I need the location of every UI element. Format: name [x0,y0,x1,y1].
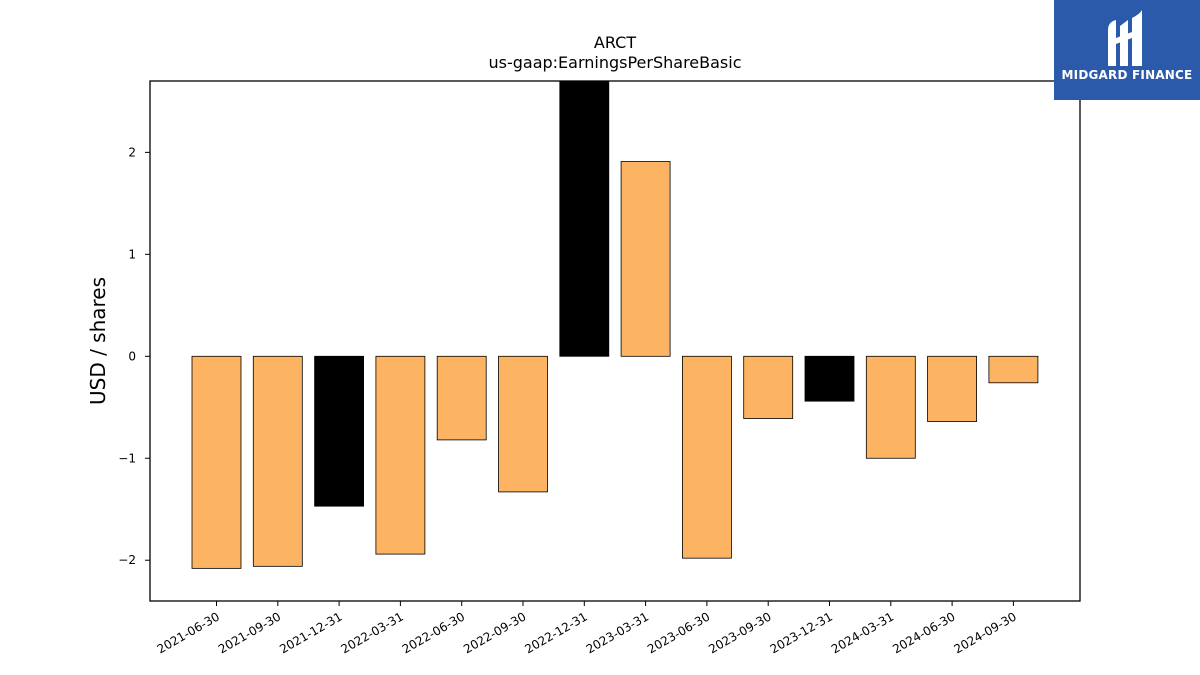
x-ticks-group: 2021-06-302021-09-302021-12-312022-03-31… [155,601,1019,656]
x-tick-label: 2022-06-30 [400,609,467,656]
x-tick-label: 2024-03-31 [829,609,896,656]
bar-2023-12-31 [804,355,855,402]
y-tick-label: 2 [128,145,136,159]
midgard-logo-icon [1108,10,1142,66]
bar-2021-09-30 [252,355,303,567]
bar-2022-12-31 [559,80,610,357]
x-tick-label: 2023-12-31 [768,609,835,656]
bar-2022-06-30 [436,355,487,441]
bar-2022-09-30 [498,355,548,493]
y-ticks-group: −2 −1 0 1 2 [118,145,150,567]
bar-2022-03-31 [375,355,426,555]
bar-2021-06-30 [191,355,242,569]
bar-2023-03-31 [620,161,671,357]
y-tick-label: 0 [128,349,136,363]
x-tick-label: 2022-03-31 [338,609,405,656]
x-tick-label: 2021-12-31 [277,609,344,656]
bars-group [191,80,1039,569]
y-tick-label: −2 [118,553,136,567]
plot-frame [149,80,1081,602]
chart-title: ARCT [594,33,636,52]
y-tick-label: −1 [118,451,136,465]
x-tick-label: 2022-12-31 [522,609,589,656]
x-tick-label: 2021-09-30 [216,609,283,656]
chart-subtitle: us-gaap:EarningsPerShareBasic [488,53,741,72]
y-tick-label: 1 [128,247,136,261]
bar-2024-06-30 [927,355,977,422]
brand-logo: MIDGARD FINANCE [1054,0,1200,100]
bar-2024-03-31 [865,355,916,459]
bar-2024-09-30 [988,355,1039,384]
x-tick-label: 2024-09-30 [951,609,1018,656]
x-tick-label: 2023-03-31 [584,609,651,656]
x-tick-label: 2021-06-30 [155,609,222,656]
brand-name: MIDGARD FINANCE [1061,68,1193,82]
x-tick-label: 2023-06-30 [645,609,712,656]
y-axis-label: USD / shares [86,277,110,405]
bar-2023-09-30 [743,355,794,419]
bar-2023-06-30 [682,355,732,559]
x-tick-label: 2022-09-30 [461,609,528,656]
bar-2021-12-31 [314,355,365,507]
x-tick-label: 2023-09-30 [706,609,773,656]
x-tick-label: 2024-06-30 [890,609,957,656]
